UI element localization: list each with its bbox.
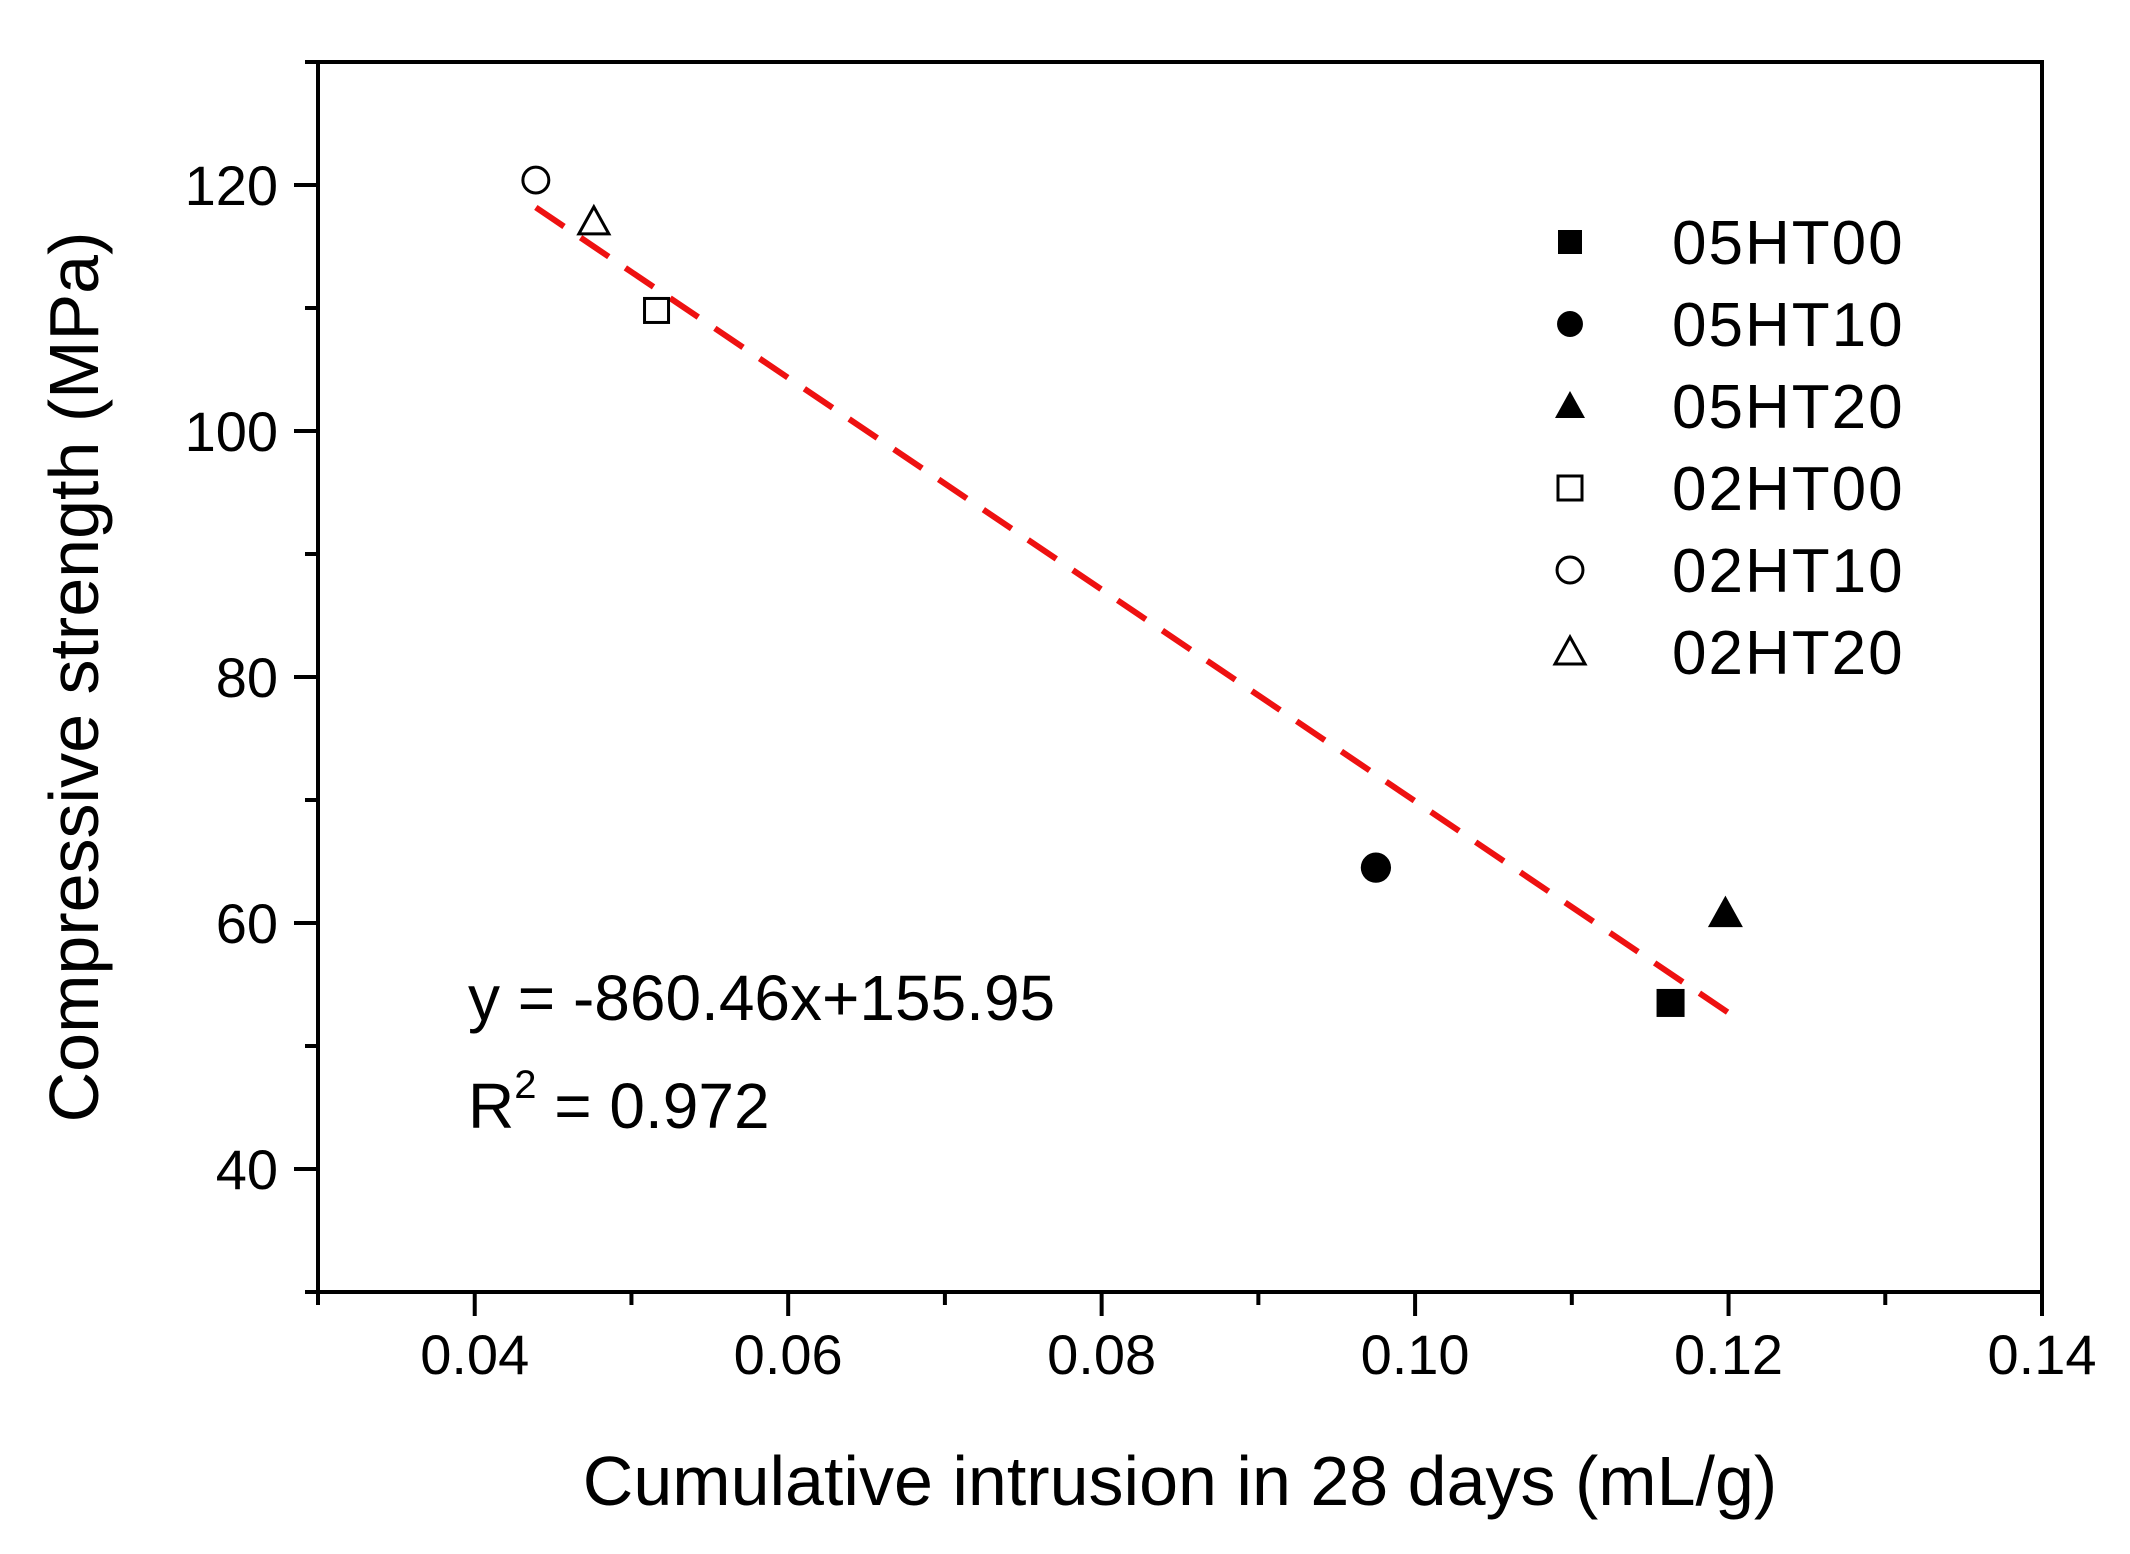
x-tick-label: 0.04: [420, 1323, 529, 1386]
data-point-05ht20: [1707, 895, 1743, 928]
fit-equation: y = -860.46x+155.95: [468, 962, 1055, 1034]
y-tick-label: 100: [185, 400, 278, 463]
y-tick-label: 40: [216, 1138, 278, 1201]
x-tick-label: 0.08: [1047, 1323, 1156, 1386]
data-points: [521, 165, 1743, 1017]
r-squared-label: R2 = 0.972: [468, 1063, 770, 1142]
x-tick-label: 0.14: [1988, 1323, 2097, 1386]
axes: 0.04 0.06 0.08 0.10 0.12 0.14 40 60 80 100 120: [185, 60, 2097, 1386]
legend-label-02ht20: 02HT20: [1672, 619, 1905, 688]
legend-marker-02ht10: [1555, 555, 1585, 585]
data-point-02ht00: [643, 296, 671, 324]
r-squared-prefix: R: [468, 1070, 514, 1142]
legend-label-02ht00: 02HT00: [1672, 455, 1905, 524]
data-point-02ht20: [576, 203, 612, 236]
r-squared-superscript: 2: [514, 1063, 536, 1107]
x-tick-label: 0.12: [1674, 1323, 1783, 1386]
y-tick-label: 80: [216, 646, 278, 709]
x-tick-label: 0.06: [734, 1323, 843, 1386]
r-squared-value: = 0.972: [536, 1070, 769, 1142]
y-tick-label: 120: [185, 154, 278, 217]
data-point-02ht10: [521, 165, 551, 195]
legend: 05HT00 05HT10 05HT20 02HT00 02HT10 02HT20: [1552, 209, 1905, 688]
y-tick-label: 60: [216, 892, 278, 955]
legend-marker-05ht10: [1557, 311, 1583, 337]
legend-marker-02ht00: [1556, 474, 1584, 502]
x-axis-title: Cumulative intrusion in 28 days (mL/g): [583, 1442, 1777, 1520]
legend-label-05ht10: 05HT10: [1672, 291, 1905, 360]
legend-label-05ht00: 05HT00: [1672, 209, 1905, 278]
y-axis-title: Compressive strength (MPa): [35, 232, 113, 1123]
legend-label-05ht20: 05HT20: [1672, 373, 1905, 442]
data-point-05ht10: [1360, 852, 1392, 883]
data-point-05ht00: [1656, 988, 1685, 1017]
fit-line: [534, 204, 1731, 1016]
legend-marker-05ht20: [1555, 391, 1585, 418]
x-tick-label: 0.10: [1361, 1323, 1470, 1386]
legend-marker-05ht00: [1558, 230, 1582, 254]
legend-marker-02ht20: [1552, 633, 1588, 666]
legend-label-02ht10: 02HT10: [1672, 537, 1905, 606]
